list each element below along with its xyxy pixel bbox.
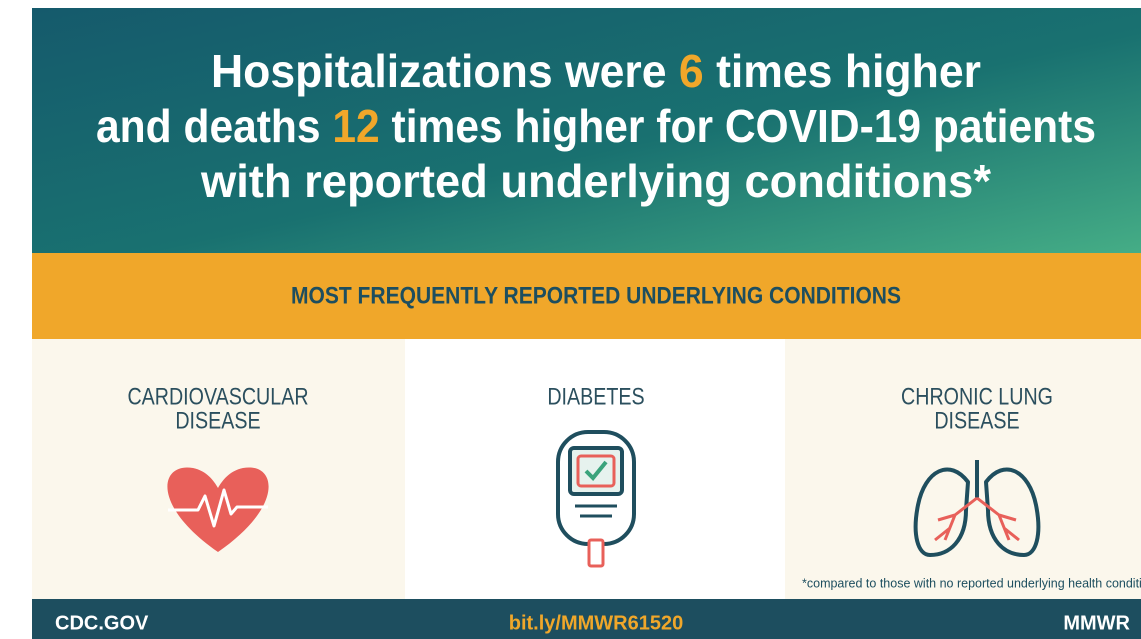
footer-site: CDC.GOV	[55, 612, 149, 634]
footer-link: bit.ly/MMWR61520	[509, 612, 683, 634]
panel-bg	[785, 339, 1141, 599]
footnote: *compared to those with no reported unde…	[802, 575, 1141, 590]
condition-label: DISEASE	[175, 406, 260, 433]
header-title-text: with reported underlying conditions*	[200, 155, 991, 207]
page: MOST FREQUENTLY REPORTED UNDERLYING COND…	[0, 0, 1141, 639]
header-title-line: Hospitalizations were 6 times higher	[211, 45, 981, 97]
highlight-number: 6	[679, 45, 704, 97]
header-title-text: times higher for COVID-19 patients	[392, 100, 1096, 152]
footer-brand: MMWR	[1063, 612, 1130, 634]
banner-title: MOST FREQUENTLY REPORTED UNDERLYING COND…	[291, 282, 901, 309]
header-title-line: and deaths 12 times higher for COVID-19 …	[96, 100, 1096, 152]
header-title-text: times higher	[716, 45, 981, 97]
highlight-number: 12	[332, 100, 379, 152]
header-title-line: with reported underlying conditions*	[200, 155, 991, 207]
condition-label: DIABETES	[547, 382, 644, 409]
condition-label: DISEASE	[934, 406, 1019, 433]
header-title-text: and deaths	[96, 100, 321, 152]
panel-bg	[32, 339, 405, 599]
infographic: MOST FREQUENTLY REPORTED UNDERLYING COND…	[0, 0, 1141, 639]
header-title-text: Hospitalizations were	[211, 45, 667, 97]
